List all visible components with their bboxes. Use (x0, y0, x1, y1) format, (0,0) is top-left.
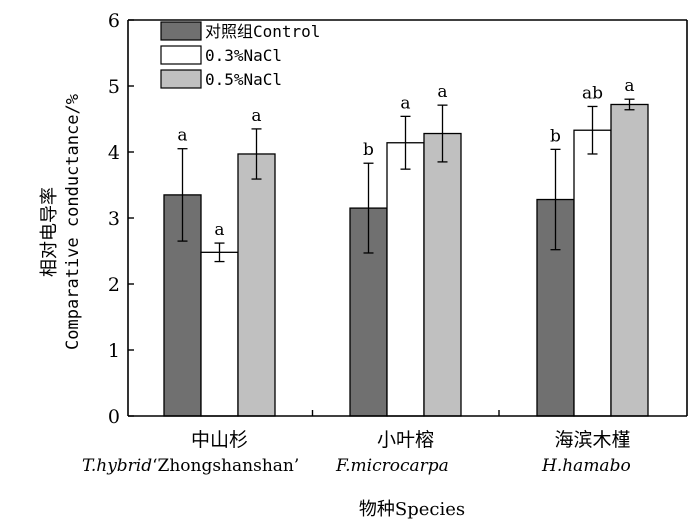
x-axis-title: 物种Species (359, 499, 465, 520)
significance-label: a (251, 106, 261, 126)
significance-label: a (400, 93, 410, 113)
significance-label: ab (582, 83, 603, 103)
legend-label: 对照组Control (205, 22, 320, 41)
category-label-cn: 中山杉 (191, 429, 248, 451)
significance-label: a (624, 76, 634, 96)
bar-3-1 (237, 153, 276, 417)
legend-swatch (160, 69, 202, 89)
significance-label: a (437, 82, 447, 102)
category-label-cn: 小叶榕 (377, 429, 434, 451)
significance-label: b (363, 140, 374, 160)
category-label-latin: T.hybrid‘Zhongshanshan’ (82, 456, 299, 476)
bar-2-2 (386, 142, 425, 417)
significance-label: a (177, 126, 187, 146)
y-tick-label: 0 (108, 406, 120, 428)
legend-label: 0.3%NaCl (205, 46, 282, 65)
bar-3-2 (423, 132, 462, 417)
legend-swatch (160, 45, 202, 65)
bar-2-1 (200, 251, 239, 417)
y-tick-label: 5 (108, 76, 120, 98)
legend-swatch (160, 21, 202, 41)
legend-label: 0.5%NaCl (205, 70, 282, 89)
latin-italic: T.hybrid (82, 456, 152, 476)
y-tick-label: 4 (108, 142, 120, 164)
category-label-latin: F.microcarpa (335, 456, 449, 476)
latin-normal: ‘Zhongshanshan’ (152, 456, 299, 476)
y-tick-label: 1 (108, 340, 120, 362)
category-label-latin: H.hamabo (541, 456, 631, 476)
bar-2-3 (573, 129, 612, 417)
y-tick-label: 6 (108, 10, 120, 32)
significance-label: b (550, 126, 561, 146)
y-tick-label: 3 (108, 208, 120, 230)
legend: 对照组Control 0.3%NaCl 0.5%NaCl (160, 21, 320, 89)
bar-3-3 (610, 103, 649, 417)
significance-label: a (214, 220, 224, 240)
labels-layer: 中山杉 小叶榕 海滨木槿 T.hybrid‘Zhongshanshan’ F.micro… (39, 94, 631, 520)
y-axis-title-en: Comparative conductance/% (63, 94, 83, 350)
y-axis-title-cn: 相对电导率 (39, 187, 60, 277)
axes-layer: 0 1 2 3 4 5 6 (108, 10, 688, 428)
y-tick-label: 2 (108, 274, 120, 296)
category-label-cn: 海滨木槿 (554, 429, 630, 451)
